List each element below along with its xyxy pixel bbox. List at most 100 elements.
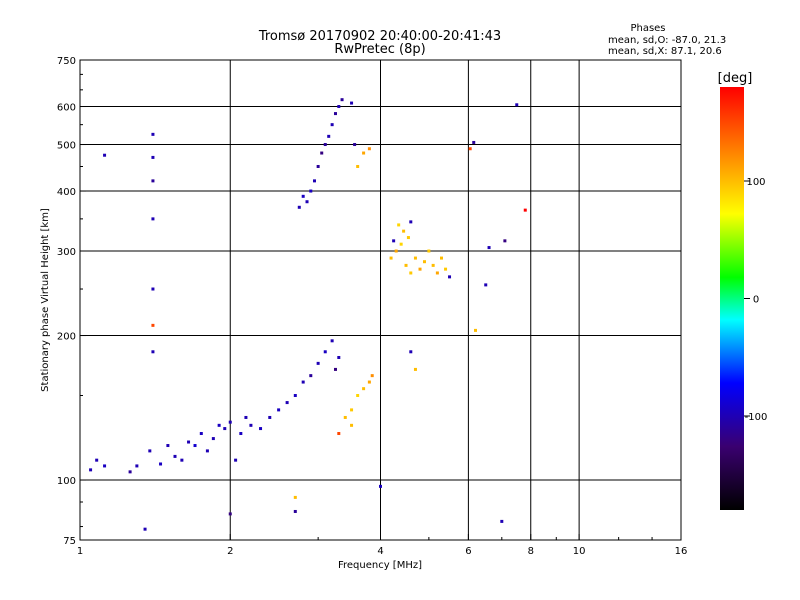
data-point <box>413 256 417 260</box>
grid-lines <box>80 60 681 540</box>
x-tick-label: 1 <box>77 546 83 557</box>
colorbar-label: [deg] <box>718 71 753 86</box>
data-point <box>402 229 406 233</box>
data-point <box>409 350 413 354</box>
data-point <box>285 401 289 405</box>
data-point <box>503 239 507 243</box>
data-point <box>397 223 401 227</box>
x-axis-ticks: 1 2 4 6 8 10 16 <box>77 534 688 557</box>
y-axis-label: Stationary phase Virtual Height [km] <box>40 208 51 392</box>
y-tick-label: 300 <box>57 247 76 258</box>
y-tick-label: 100 <box>57 476 76 487</box>
y-axis-ticks: 75 100 200 300 400 500 600 750 <box>57 56 86 547</box>
data-point <box>143 527 147 531</box>
data-point <box>431 263 435 267</box>
data-point <box>228 512 232 516</box>
data-point <box>389 256 393 260</box>
data-point <box>316 164 320 168</box>
chart-title: Tromsø 20170902 20:40:00-20:41:43 <box>258 29 501 44</box>
data-point <box>473 328 477 332</box>
data-point <box>128 470 132 474</box>
data-point <box>367 147 371 151</box>
data-point <box>379 484 382 488</box>
data-point <box>413 367 417 371</box>
phase-legend: Phases mean, sd,O: -87.0, 21.3 mean, sd,… <box>608 23 726 57</box>
data-point <box>323 350 327 354</box>
data-point <box>448 275 452 279</box>
data-point <box>199 432 203 436</box>
colorbar-tick-label: 100 <box>746 177 765 188</box>
colorbar-ticks: 100 0 -100 <box>744 177 767 423</box>
data-point <box>330 339 334 343</box>
data-point <box>316 361 320 365</box>
data-point <box>151 179 155 183</box>
data-points <box>89 98 527 531</box>
x-tick-label: 2 <box>227 546 233 557</box>
data-point <box>343 415 347 419</box>
data-point <box>394 249 398 253</box>
data-point <box>418 267 422 271</box>
data-point <box>234 458 238 462</box>
data-point <box>103 153 107 157</box>
data-point <box>312 179 316 183</box>
data-point <box>135 464 139 468</box>
data-point <box>151 132 155 136</box>
colorbar-tick-label: -100 <box>745 412 768 423</box>
data-point <box>484 283 488 287</box>
data-point <box>166 444 170 448</box>
data-point <box>356 394 360 398</box>
data-point <box>301 380 305 384</box>
y-tick-label: 200 <box>57 332 76 343</box>
data-point <box>409 220 413 224</box>
data-point <box>523 208 527 212</box>
data-point <box>211 437 215 441</box>
data-point <box>244 415 248 419</box>
y-tick-label: 600 <box>57 103 76 114</box>
data-point <box>305 200 309 204</box>
x-tick-label: 10 <box>573 546 586 557</box>
y-tick-label: 400 <box>57 187 76 198</box>
data-point <box>151 217 155 221</box>
data-point <box>193 444 197 448</box>
data-point <box>392 239 396 243</box>
data-point <box>159 462 163 466</box>
data-point <box>249 423 253 427</box>
data-point <box>259 427 263 431</box>
data-point <box>337 355 341 359</box>
data-point <box>151 350 155 354</box>
data-point <box>277 408 281 412</box>
data-point <box>444 267 448 271</box>
x-tick-label: 4 <box>377 546 383 557</box>
data-point <box>323 143 327 147</box>
data-point <box>239 432 243 436</box>
data-point <box>350 101 354 105</box>
data-point <box>301 194 305 198</box>
data-point <box>309 189 313 193</box>
data-point <box>353 143 357 147</box>
x-tick-label: 16 <box>675 546 688 557</box>
data-point <box>422 260 426 264</box>
data-point <box>435 271 439 275</box>
data-point <box>217 423 221 427</box>
data-point <box>404 263 408 267</box>
data-point <box>515 103 519 107</box>
data-point <box>367 380 371 384</box>
data-point <box>330 123 334 127</box>
data-point <box>337 105 341 109</box>
data-point <box>180 458 184 462</box>
data-point <box>95 458 99 462</box>
data-point <box>173 454 177 458</box>
data-point <box>228 420 232 424</box>
data-point <box>297 205 301 209</box>
colorbar-tick-label: 0 <box>753 295 759 306</box>
data-point <box>340 98 344 102</box>
data-point <box>350 423 354 427</box>
data-point <box>268 415 272 419</box>
data-point <box>327 134 331 138</box>
data-point <box>362 387 366 391</box>
data-point <box>320 151 324 155</box>
data-point <box>427 249 431 253</box>
data-point <box>440 256 444 260</box>
data-point <box>350 408 354 412</box>
